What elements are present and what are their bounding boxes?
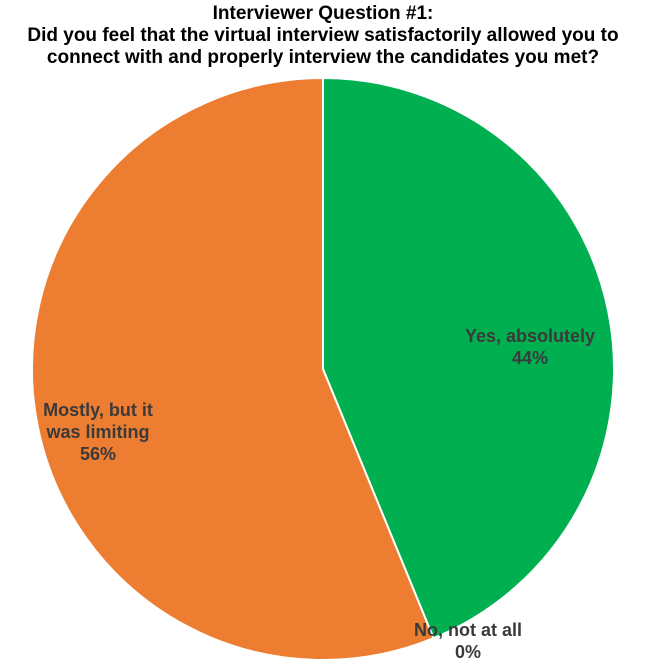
slice-percent: 56%	[80, 444, 116, 464]
slice-label-no-not-at-all: No, not at all 0%	[414, 620, 522, 662]
slice-percent: 44%	[512, 348, 548, 368]
pie-slices	[31, 77, 615, 661]
slice-percent: 0%	[455, 642, 481, 662]
pie-slice-yes-absolutely	[322, 77, 615, 640]
slice-label-yes-absolutely: Yes, absolutely 44%	[465, 326, 595, 368]
slice-label-line: No, not at all	[414, 620, 522, 640]
chart-title: Interviewer Question #1: Did you feel th…	[0, 3, 646, 69]
chart-title-line-1: Interviewer Question #1:	[212, 3, 434, 24]
pie-slice-mostly-but-it	[31, 77, 435, 661]
chart-title-line-2: Did you feel that the virtual interview …	[27, 25, 619, 46]
pie-labels: Yes, absolutely 44% No, not at all 0% Mostly…	[43, 326, 595, 662]
chart-title-line-3: connect with and properly interview the …	[46, 47, 600, 68]
slice-label-line: was limiting	[45, 422, 149, 442]
slice-label-line: Yes, absolutely	[465, 326, 595, 346]
slice-label-mostly-but-it: Mostly, but it was limiting 56%	[43, 400, 153, 464]
slice-label-line: Mostly, but it	[43, 400, 153, 420]
